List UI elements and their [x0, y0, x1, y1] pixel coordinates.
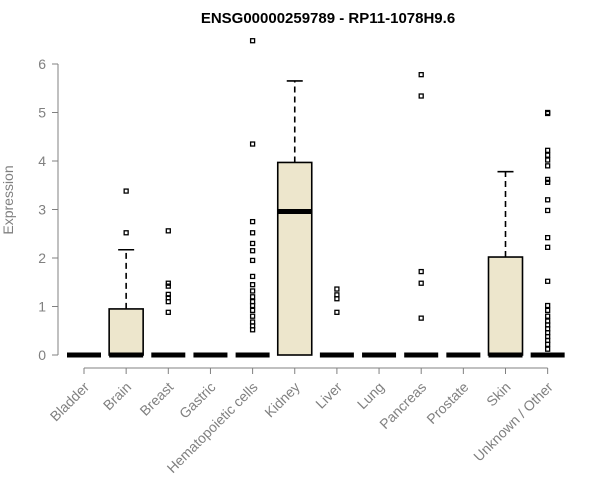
plot-area [67, 38, 565, 358]
outlier-point [249, 294, 256, 300]
box-rect [108, 308, 144, 356]
box-group [235, 38, 270, 358]
outlier-point [165, 283, 171, 289]
outlier-point [123, 230, 129, 236]
outlier-point [334, 292, 340, 298]
outlier-point [545, 346, 551, 352]
outlier-point [418, 280, 424, 286]
outlier-point [249, 307, 256, 314]
x-tick-label: Lung [354, 379, 387, 412]
outlier-point [249, 218, 256, 225]
y-tick-label: 0 [38, 347, 46, 363]
outlier-point [545, 244, 551, 250]
x-tick-label: Unknown / Other [470, 379, 556, 465]
outlier-point [545, 234, 551, 241]
outlier-point [545, 179, 551, 185]
outlier-point [249, 248, 256, 254]
outlier-point [545, 318, 551, 324]
outlier-point [249, 319, 256, 325]
outlier-point [249, 38, 256, 44]
outlier-point [249, 313, 256, 319]
outlier-point [545, 147, 551, 153]
outlier-point [545, 307, 551, 314]
outlier-point [165, 291, 171, 298]
box-group [108, 188, 144, 358]
outlier-point [249, 273, 256, 280]
x-tick-label: Breast [136, 379, 176, 419]
outlier-point [334, 309, 340, 315]
outlier-point [418, 315, 424, 321]
outlier-point [249, 298, 256, 305]
outlier-point [249, 282, 256, 288]
x-tick-label: Liver [312, 379, 345, 412]
box-group [151, 228, 186, 358]
outlier-point [249, 288, 256, 294]
chart-title: ENSG00000259789 - RP11-1078H9.6 [201, 10, 455, 27]
x-tick-label: Kidney [261, 379, 303, 421]
y-tick-label: 3 [38, 202, 46, 218]
outlier-point [249, 230, 256, 236]
y-axis: 0 1 2 3 4 5 6 [38, 56, 59, 363]
outlier-point [545, 163, 551, 169]
outlier-point [249, 240, 256, 247]
x-tick-label: Prostate [423, 379, 471, 427]
outlier-point [545, 302, 551, 309]
outlier-point [418, 268, 424, 275]
outlier-point [123, 188, 129, 194]
outlier-point [545, 197, 551, 203]
y-tick-label: 1 [38, 299, 46, 315]
y-tick-label: 6 [38, 56, 46, 72]
outlier-point [249, 141, 256, 147]
outlier-point [545, 278, 551, 284]
y-tick-label: 4 [38, 153, 46, 169]
outlier-point [545, 176, 551, 183]
outlier-point [165, 228, 171, 234]
box-group [404, 72, 439, 358]
outlier-point [545, 207, 551, 214]
y-axis-label: Expression [0, 165, 16, 234]
outlier-point [165, 309, 171, 315]
outlier-point [418, 72, 424, 78]
outlier-point [545, 152, 551, 158]
outlier-point [165, 280, 171, 286]
outlier-point [418, 93, 424, 99]
outlier-point [249, 257, 256, 264]
box-group [319, 286, 354, 358]
box-group [487, 170, 524, 358]
box-rect [487, 256, 524, 356]
outlier-point [545, 109, 551, 116]
x-tick-label: Pancreas [376, 379, 429, 432]
box-group [530, 109, 565, 358]
y-tick-label: 5 [38, 105, 46, 121]
box-group [276, 80, 313, 356]
outlier-point [334, 286, 340, 292]
x-tick-label: Skin [483, 379, 514, 410]
y-tick-label: 2 [38, 250, 46, 266]
outlier-point [545, 157, 551, 163]
box-rect [276, 161, 313, 356]
x-tick-label: Bladder [47, 379, 93, 425]
x-tick-label: Brain [100, 379, 134, 413]
outlier-point [545, 313, 551, 319]
